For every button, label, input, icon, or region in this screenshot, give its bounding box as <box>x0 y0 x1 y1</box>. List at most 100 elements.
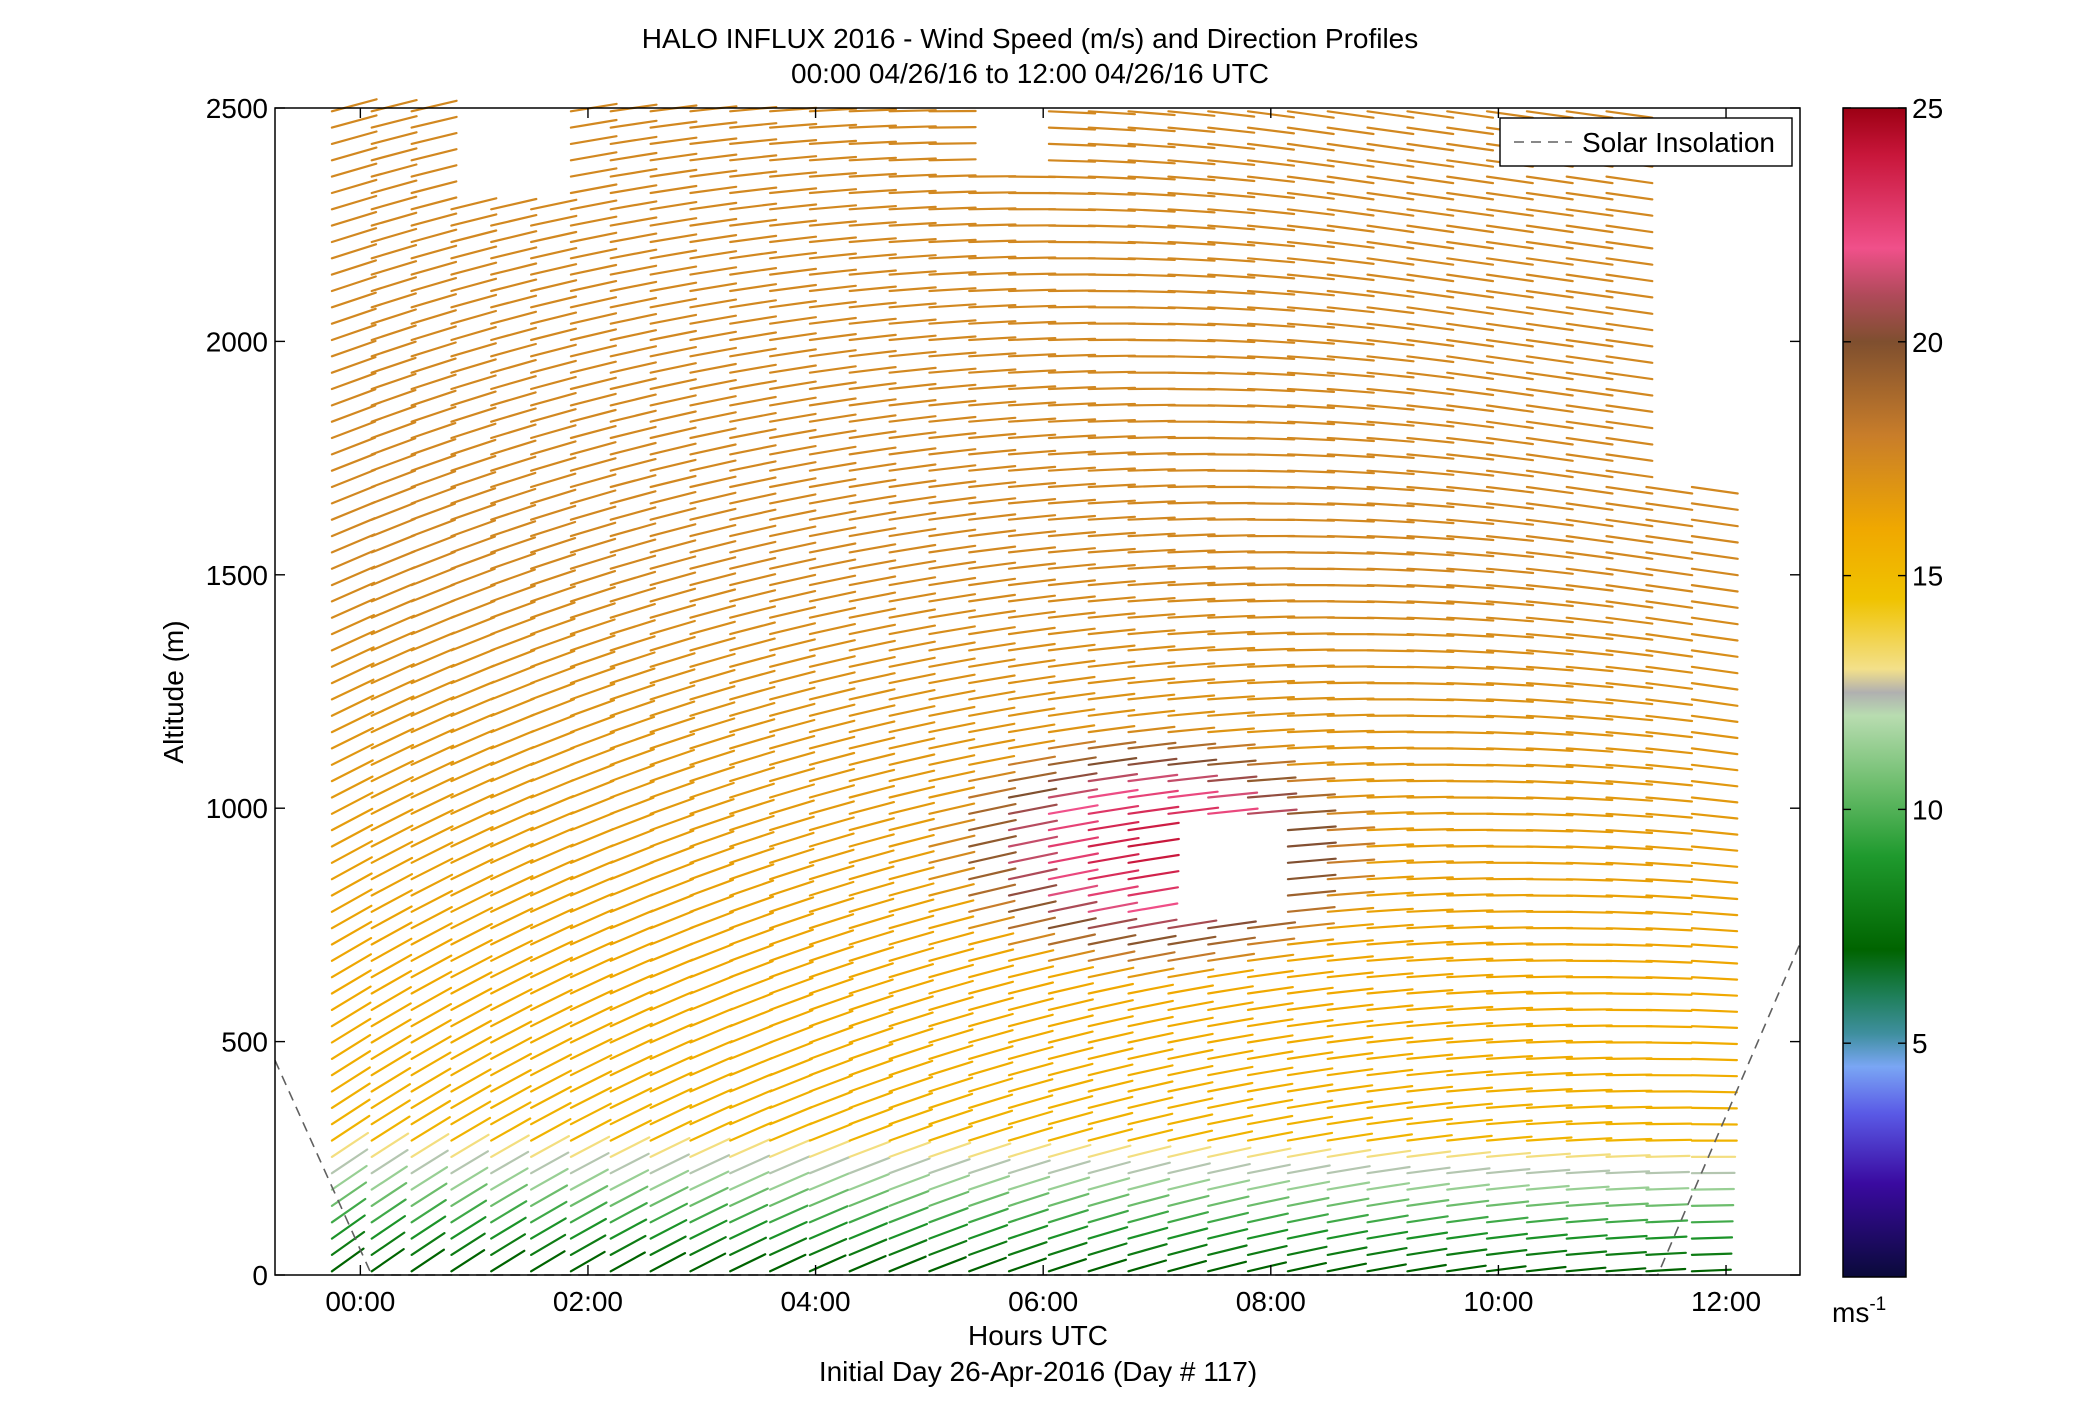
wind-arrow <box>968 1256 1007 1273</box>
wind-arrow <box>1605 992 1653 996</box>
wind-arrow <box>1207 582 1256 587</box>
wind-arrow <box>1485 306 1534 315</box>
wind-arrow <box>1167 919 1218 930</box>
wind-arrow <box>569 876 614 897</box>
wind-arrow <box>569 763 615 783</box>
wind-arrow <box>1565 1250 1608 1257</box>
wind-arrow <box>808 880 855 897</box>
wind-arrow <box>1207 1195 1250 1208</box>
wind-arrow <box>689 427 737 440</box>
wind-arrow <box>529 1037 573 1061</box>
wind-arrow <box>609 796 655 815</box>
wind-arrow <box>1565 436 1614 446</box>
wind-arrow <box>569 408 617 423</box>
wind-arrow <box>1485 240 1534 250</box>
wind-arrow <box>649 458 697 472</box>
wind-arrow <box>1127 191 1176 197</box>
wind-arrow <box>1246 224 1296 232</box>
wind-arrow <box>410 986 453 1012</box>
wind-arrow <box>928 1044 974 1061</box>
wind-arrow <box>808 204 858 211</box>
wind-arrow <box>768 686 816 701</box>
wind-arrow <box>569 1201 608 1224</box>
wind-arrow <box>330 726 374 750</box>
wind-arrow <box>450 197 498 211</box>
wind-arrow <box>410 132 458 145</box>
wind-arrow <box>848 752 896 766</box>
wind-arrow <box>1605 1250 1648 1257</box>
wind-arrow <box>1246 599 1296 603</box>
wind-arrow <box>1007 1192 1050 1208</box>
wind-arrow <box>1366 1182 1411 1191</box>
wind-arrow <box>569 231 618 244</box>
wind-arrow <box>569 1070 613 1093</box>
wind-arrow <box>1127 1161 1171 1175</box>
wind-arrow <box>808 220 858 227</box>
wind-arrow <box>1645 878 1693 884</box>
wind-arrow <box>1605 518 1654 528</box>
wind-arrow <box>490 1150 530 1175</box>
wind-arrow <box>1446 469 1495 477</box>
wind-arrow <box>689 121 738 129</box>
wind-arrow <box>968 626 1016 636</box>
wind-arrow <box>1047 1030 1094 1044</box>
wind-arrow <box>1167 951 1216 962</box>
wind-arrow <box>1525 616 1574 624</box>
wind-arrow <box>928 367 977 374</box>
wind-arrow <box>609 313 658 325</box>
wind-arrow <box>768 364 817 374</box>
wind-arrow <box>1246 142 1296 151</box>
wind-arrow <box>1605 551 1654 560</box>
wind-arrow <box>928 883 975 897</box>
wind-arrow <box>1007 514 1057 521</box>
wind-arrow <box>848 108 898 113</box>
wind-arrow <box>1690 976 1739 981</box>
wind-arrow <box>490 584 536 603</box>
wind-arrow <box>1366 1230 1409 1240</box>
wind-arrow <box>1047 595 1096 603</box>
wind-arrow <box>609 828 655 848</box>
wind-arrow <box>1087 1047 1134 1061</box>
wind-arrow <box>1047 482 1097 489</box>
wind-arrow <box>1167 1145 1212 1159</box>
wind-arrow <box>1167 1000 1214 1012</box>
wind-arrow <box>609 522 657 538</box>
wind-arrow <box>1326 583 1376 588</box>
wind-arrow <box>450 680 495 701</box>
wind-arrow <box>370 534 416 554</box>
wind-arrow <box>569 328 618 342</box>
wind-arrow <box>330 1001 372 1028</box>
wind-arrow <box>1007 385 1057 391</box>
wind-arrow <box>490 1020 533 1044</box>
wind-arrow <box>1207 1017 1254 1028</box>
wind-arrow <box>1127 468 1176 472</box>
wind-arrow <box>689 1104 733 1126</box>
wind-arrow <box>768 622 817 636</box>
wind-arrow <box>1485 796 1534 800</box>
legend: Solar Insolation <box>1499 117 1793 167</box>
wind-arrow <box>1605 322 1654 332</box>
wind-arrow <box>848 1156 891 1175</box>
wind-arrow <box>330 178 378 195</box>
wind-arrow <box>529 714 575 734</box>
wind-arrow <box>1525 1136 1573 1142</box>
wind-arrow <box>1565 1104 1613 1110</box>
wind-arrow <box>1127 1210 1170 1224</box>
wind-arrow <box>370 1214 406 1240</box>
colorbar <box>1842 107 1907 1278</box>
wind-arrow <box>1007 304 1057 309</box>
wind-arrow <box>1525 632 1574 640</box>
wind-arrow <box>370 695 415 717</box>
x-tick-label: 12:00 <box>1691 1286 1761 1317</box>
wind-arrow <box>1127 934 1177 946</box>
wind-arrow <box>649 201 698 211</box>
wind-arrow <box>1087 451 1137 456</box>
wind-arrow <box>649 362 697 374</box>
wind-arrow <box>888 254 937 260</box>
y-tick-label: 2500 <box>206 93 268 124</box>
wind-arrow <box>968 448 1017 456</box>
wind-arrow <box>1525 518 1574 527</box>
wind-arrow <box>490 278 538 293</box>
wind-arrow <box>569 1102 612 1126</box>
